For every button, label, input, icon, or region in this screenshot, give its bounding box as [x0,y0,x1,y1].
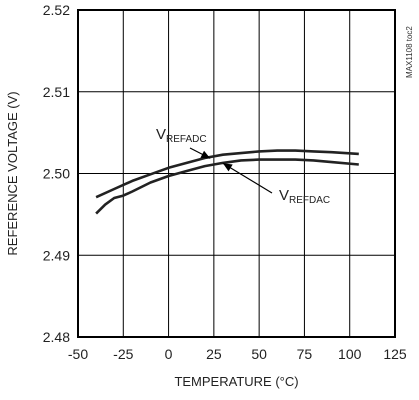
series-lines [95,149,359,215]
y-tick-label: 2.50 [43,166,70,182]
series-label-vrefdac: VREFDAC [279,187,330,206]
vrefadc-arrowhead [200,150,211,159]
y-tick-label: 2.52 [43,2,70,18]
series-line-vrefdac [95,158,359,215]
vrefdac-arrowhead [222,163,233,172]
series-annotations: VREFADC VREFDAC [156,126,330,206]
x-tick-label: 75 [297,346,313,362]
x-tick-label: 50 [251,346,267,362]
y-tick-label: 2.49 [43,247,70,263]
figure-watermark: MAX1108 toc2 [405,26,414,78]
x-tick-labels: -50 -25 0 25 50 75 100 125 [68,346,407,362]
series-line-vrefadc [95,149,359,199]
x-tick-label: 25 [206,346,222,362]
y-tick-labels: 2.48 2.49 2.50 2.51 2.52 [43,2,70,345]
y-tick-label: 2.51 [43,84,70,100]
y-axis-label: REFERENCE VOLTAGE (V) [5,91,20,255]
x-tick-label: 100 [338,346,362,362]
grid [78,10,395,337]
x-tick-label: -25 [113,346,133,362]
x-tick-label: 0 [165,346,173,362]
x-tick-label: -50 [68,346,88,362]
plot-frame [77,9,396,338]
x-tick-label: 125 [383,346,407,362]
vrefdac-leader [222,162,273,194]
series-label-vrefadc: VREFADC [156,126,207,145]
x-axis-label: TEMPERATURE (°C) [174,374,298,389]
y-tick-label: 2.48 [43,329,70,345]
